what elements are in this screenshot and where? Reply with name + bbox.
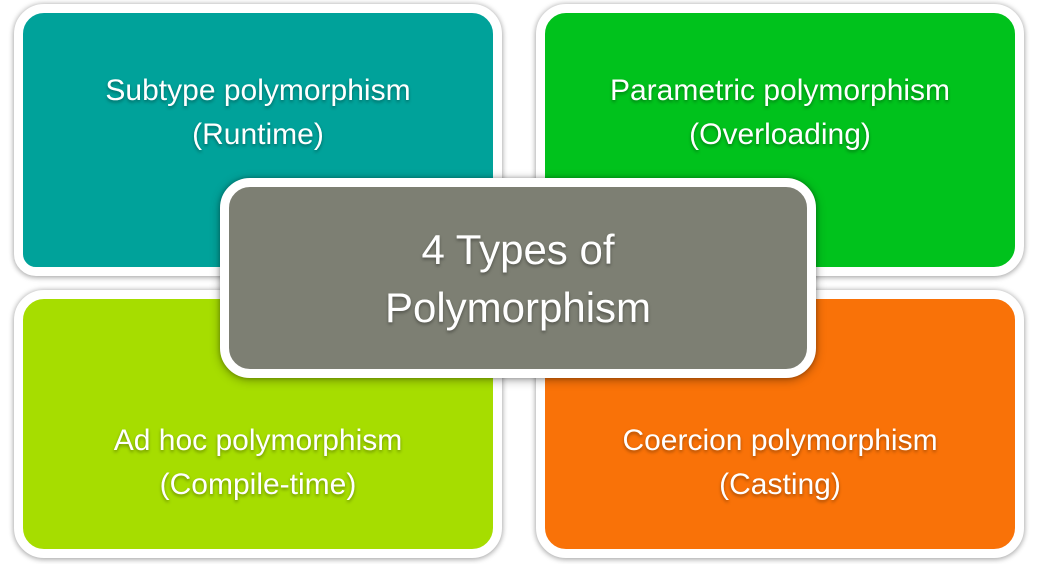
parametric-title: Parametric polymorphism (609, 74, 951, 107)
center-title-line-2: Polymorphism (384, 284, 652, 331)
center-title-line-1: 4 Types of (421, 226, 615, 273)
coercion-subtitle: (Casting) (719, 468, 841, 501)
subtype-title: Subtype polymorphism (105, 74, 411, 107)
adhoc-subtitle: (Compile-time) (159, 468, 357, 501)
coercion-polymorphism-text: Coercion polymorphism (Casting) (545, 419, 1015, 507)
coercion-title: Coercion polymorphism (622, 424, 938, 457)
center-title-text: 4 Types of Polymorphism (229, 221, 807, 337)
adhoc-polymorphism-text: Ad hoc polymorphism (Compile-time) (23, 419, 493, 507)
parametric-subtitle: (Overloading) (689, 118, 871, 151)
subtype-subtitle: (Runtime) (192, 118, 324, 151)
center-title-box: 4 Types of Polymorphism (220, 178, 816, 378)
parametric-polymorphism-text: Parametric polymorphism (Overloading) (545, 69, 1015, 157)
adhoc-title: Ad hoc polymorphism (113, 424, 403, 457)
subtype-polymorphism-text: Subtype polymorphism (Runtime) (23, 69, 493, 157)
